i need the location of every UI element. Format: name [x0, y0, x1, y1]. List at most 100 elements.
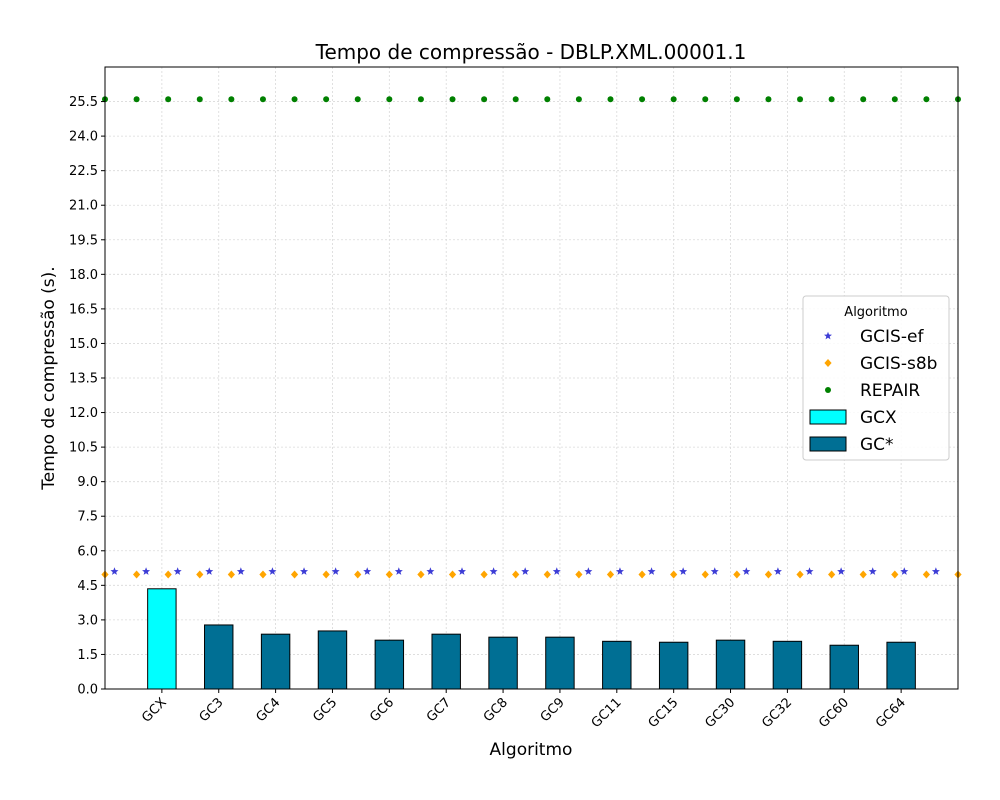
bar-gc32	[772, 640, 803, 690]
gcis-s8b-marker	[448, 570, 457, 579]
bar-gc7	[431, 633, 461, 690]
repair-marker	[733, 96, 740, 103]
repair-marker	[165, 96, 172, 103]
legend-title: Algoritmo	[844, 305, 907, 320]
gcis-ef-marker	[300, 567, 309, 575]
repair-marker	[196, 96, 203, 103]
y-tick-label: 6.0	[77, 544, 98, 559]
y-tick-label: 3.0	[77, 613, 98, 628]
repair-marker	[607, 96, 614, 103]
repair-marker	[512, 96, 519, 103]
gcis-ef-marker	[710, 567, 719, 575]
markers	[101, 96, 962, 579]
y-tick-label: 19.5	[69, 233, 98, 248]
gcis-ef-marker	[268, 567, 277, 575]
bar-gc5	[317, 630, 348, 690]
gcis-s8b-marker	[764, 570, 773, 579]
gcis-s8b-marker	[733, 570, 741, 579]
y-tick-label: 15.0	[69, 337, 98, 352]
repair-marker	[544, 96, 551, 103]
bar-gc30	[715, 639, 746, 690]
legend-marker-gcis-ef	[824, 331, 832, 340]
bar-gc3	[204, 624, 234, 690]
repair-marker	[702, 96, 709, 103]
repair-marker	[860, 96, 867, 103]
gcis-ef-marker	[394, 567, 403, 575]
gcis-ef-marker	[837, 567, 846, 575]
repair-marker	[323, 96, 330, 103]
gcis-s8b-marker	[543, 570, 551, 579]
repair-marker	[354, 96, 361, 103]
gcis-ef-marker	[236, 567, 245, 575]
gcis-ef-marker	[742, 567, 751, 575]
gcis-ef-marker	[584, 567, 593, 575]
legend-label: GCIS-ef	[860, 327, 924, 347]
gcis-s8b-marker	[575, 570, 583, 579]
gcis-ef-marker	[489, 567, 498, 575]
y-tick-label: 12.0	[69, 406, 98, 421]
gcis-s8b-marker	[480, 570, 488, 579]
bar-gc9	[545, 636, 575, 690]
repair-marker	[891, 96, 898, 103]
legend: Algoritmo GCIS-ef GCIS-s8b REPAIR GCX GC*	[802, 295, 950, 461]
y-tick-label: 25.5	[69, 95, 98, 110]
gcis-s8b-marker	[354, 570, 362, 579]
bar-gc15	[658, 641, 689, 690]
gcis-s8b-marker	[891, 570, 899, 579]
gcis-ef-marker	[931, 567, 940, 575]
y-tick-label: 24.0	[69, 130, 98, 145]
gcis-ef-marker	[552, 567, 561, 575]
gcis-s8b-marker	[322, 570, 330, 579]
gcis-ef-marker	[615, 567, 624, 575]
gcis-s8b-marker	[859, 570, 867, 579]
legend-label: GCIS-s8b	[860, 354, 937, 374]
repair-marker	[828, 96, 835, 103]
gcis-s8b-marker	[196, 570, 204, 579]
repair-marker	[575, 96, 582, 103]
repair-marker	[923, 96, 930, 103]
legend-label: REPAIR	[860, 381, 920, 401]
gcis-ef-marker	[142, 567, 151, 575]
y-tick-label: 1.5	[77, 648, 98, 663]
gcis-s8b-marker	[796, 570, 804, 579]
gcis-ef-marker	[363, 567, 372, 575]
gcis-ef-marker	[900, 567, 909, 575]
gcis-ef-marker	[521, 567, 530, 575]
gcis-s8b-marker	[512, 570, 520, 579]
gcis-s8b-marker	[259, 570, 267, 579]
legend-swatch-gcx	[809, 409, 847, 425]
legend-label: GC*	[860, 435, 894, 455]
gcis-ef-marker	[647, 567, 656, 575]
bar-gc4	[260, 633, 291, 690]
gcis-s8b-marker	[638, 570, 646, 579]
gcis-s8b-marker	[606, 570, 615, 579]
repair-marker	[133, 96, 140, 103]
legend-swatch-gc*	[809, 436, 847, 452]
repair-marker	[417, 96, 424, 103]
bars	[147, 588, 916, 690]
gcis-ef-marker	[331, 567, 340, 575]
y-tick-label: 7.5	[77, 510, 98, 525]
gcis-s8b-marker	[828, 570, 836, 579]
repair-marker	[228, 96, 235, 103]
gcis-s8b-marker	[922, 570, 931, 579]
y-tick-label: 18.0	[69, 268, 98, 283]
gcis-ef-marker	[173, 567, 182, 575]
chart-title: Tempo de compressão - DBLP.XML.00001.1	[315, 40, 747, 64]
y-axis: 0.0 1.5 3.0 4.5 6.0 7.5 9.0 10.5 12.0 13.5 15.0 16.…	[69, 95, 105, 698]
y-tick-label: 13.5	[69, 372, 98, 387]
repair-marker	[449, 96, 456, 103]
gcis-ef-marker	[805, 567, 814, 575]
repair-marker	[481, 96, 488, 103]
gcis-ef-marker	[679, 567, 688, 575]
repair-marker	[670, 96, 677, 103]
repair-marker	[639, 96, 646, 103]
gcis-s8b-marker	[385, 570, 393, 579]
bar-gc11	[602, 640, 632, 690]
legend-marker-gcis-s8b	[824, 359, 832, 367]
gcis-ef-marker	[773, 567, 782, 575]
legend-marker-repair	[825, 387, 831, 393]
gcis-s8b-marker	[701, 570, 709, 579]
gcis-s8b-marker	[227, 570, 235, 579]
